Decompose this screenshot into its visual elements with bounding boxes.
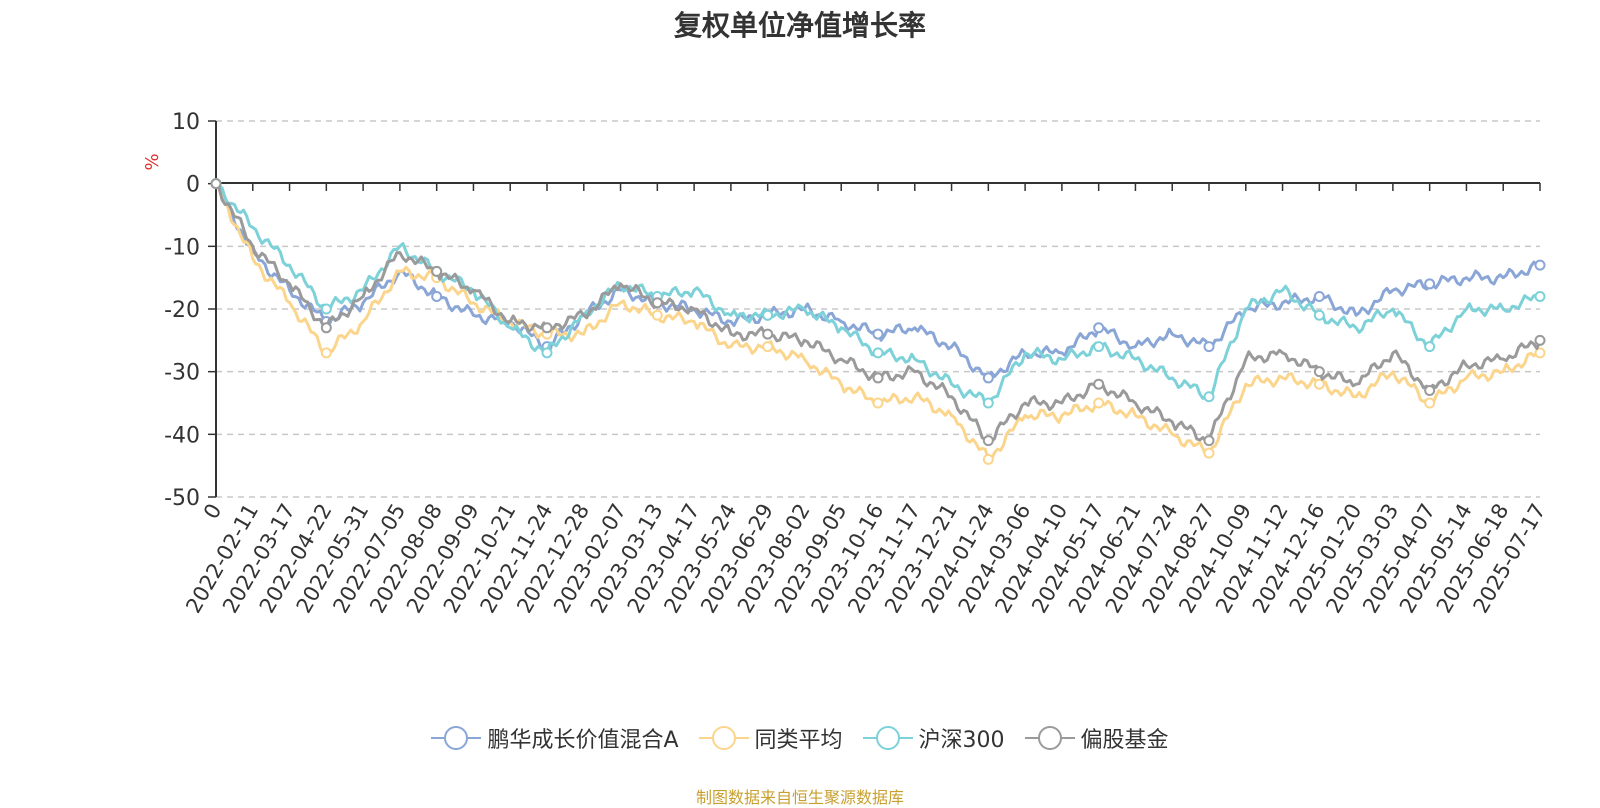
data-point [1203, 391, 1215, 403]
data-point [431, 265, 443, 277]
y-axis-label: % [142, 153, 163, 170]
legend-circle-icon [1037, 726, 1062, 750]
y-tick-label: 10 [172, 110, 200, 135]
legend-item[interactable]: 沪深300 [862, 722, 1005, 754]
legend-label: 偏股基金 [1080, 728, 1169, 753]
data-point [1093, 341, 1105, 353]
y-tick-label: -10 [164, 235, 200, 260]
data-point [651, 309, 663, 321]
data-point [1093, 378, 1105, 390]
data-point [872, 328, 884, 340]
legend-label: 鹏华成长价值混合A [487, 728, 679, 753]
legend-item[interactable]: 同类平均 [698, 722, 843, 754]
series-line [215, 182, 1541, 406]
y-tick-label: -30 [164, 361, 200, 386]
data-point [762, 309, 774, 321]
data-point [1313, 378, 1325, 390]
legend-item[interactable]: 鹏华成长价值混合A [431, 722, 679, 754]
data-point [1424, 278, 1436, 290]
legend-swatch-icon [1024, 726, 1075, 750]
data-point [1093, 322, 1105, 334]
data-point [320, 303, 332, 315]
legend-label: 同类平均 [754, 728, 843, 753]
data-point [872, 372, 884, 384]
series-line [214, 182, 1541, 461]
data-point [872, 347, 884, 359]
data-point [1534, 347, 1546, 359]
data-point [1424, 341, 1436, 353]
data-point [1313, 290, 1325, 302]
data-point [762, 341, 774, 353]
data-point [541, 347, 553, 359]
data-point [431, 290, 443, 302]
data-point [762, 328, 774, 340]
y-tick-label: 0 [186, 173, 200, 198]
grid-lines [216, 120, 1540, 498]
data-point [1534, 290, 1546, 302]
y-tick-label: -20 [164, 298, 200, 323]
data-point [1203, 435, 1215, 447]
legend-item[interactable]: 偏股基金 [1024, 722, 1169, 754]
source-note: 制图数据来自恒生聚源数据库 [695, 788, 904, 807]
legend: 鹏华成长价值混合A 同类平均 沪深300 偏股基金 [0, 722, 1600, 754]
data-point [1424, 384, 1436, 396]
y-tick-label: -40 [164, 423, 200, 448]
data-point [982, 372, 994, 384]
data-point [872, 397, 884, 409]
data-point [1424, 397, 1436, 409]
legend-label: 沪深300 [918, 728, 1005, 753]
data-point [541, 322, 553, 334]
data-point [1093, 397, 1105, 409]
data-point [1203, 341, 1215, 353]
legend-circle-icon [875, 726, 900, 750]
data-point [1313, 366, 1325, 378]
data-point [982, 435, 994, 447]
data-point [1203, 447, 1215, 459]
x-tick-label: 0 [199, 500, 226, 524]
legend-swatch-icon [862, 726, 913, 750]
data-point [210, 178, 222, 190]
data-point [1313, 309, 1325, 321]
data-point [320, 347, 332, 359]
series-lines [210, 178, 1546, 465]
data-point [1534, 259, 1546, 271]
data-point [1534, 334, 1546, 346]
legend-swatch-icon [431, 726, 482, 750]
data-point [982, 397, 994, 409]
data-point [320, 322, 332, 334]
legend-circle-icon [711, 726, 736, 750]
data-point [982, 453, 994, 465]
legend-circle-icon [444, 726, 469, 750]
legend-swatch-icon [698, 726, 749, 750]
line-chart: 100-10-20-30-40-50%02022-02-112022-03-17… [142, 110, 1550, 617]
y-tick-label: -50 [164, 486, 200, 511]
data-point [651, 297, 663, 309]
chart-title: 复权单位净值增长率 [673, 9, 926, 42]
